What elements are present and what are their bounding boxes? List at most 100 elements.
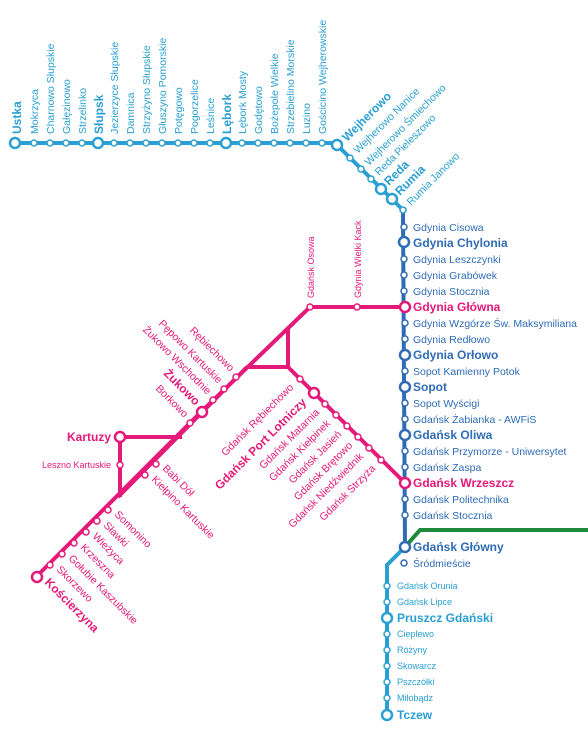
station-label-gdansk-osowa: Gdańsk Osowa [306, 236, 316, 298]
station-marker-jezierzyce-slupskie[interactable] [110, 139, 118, 147]
station-marker-strzyzyno-slupskie[interactable] [142, 139, 150, 147]
station-marker-babi-dol[interactable] [152, 460, 160, 468]
station-label-strzelinko: Strzelinko [77, 88, 89, 134]
station-marker-gdansk-zaspa[interactable] [401, 463, 409, 471]
station-marker-skowarcz[interactable] [383, 662, 391, 670]
station-label-gluszyno-pomorskie: Głuszyno Pomorskie [157, 38, 169, 134]
station-label-slupsk: Słupsk [92, 94, 106, 134]
station-marker-lebork-mosty[interactable] [238, 139, 246, 147]
station-marker-wejherowo-nanice[interactable] [346, 154, 354, 162]
station-marker-wejherowo[interactable] [330, 138, 344, 152]
station-marker-rebiechowo[interactable] [232, 373, 240, 381]
station-marker-tczew[interactable] [380, 708, 394, 722]
station-marker-luzino[interactable] [302, 139, 310, 147]
line-light-blue-top [15, 141, 405, 212]
station-marker-sopot[interactable] [398, 380, 412, 394]
station-marker-kartuzy[interactable] [113, 430, 127, 444]
station-marker-charnowo-slupskie[interactable] [46, 139, 54, 147]
station-marker-gdynia-grabowek[interactable] [400, 271, 408, 279]
station-marker-gdynia-wzgorze[interactable] [401, 319, 409, 327]
station-marker-srodmiescie[interactable] [400, 559, 408, 567]
station-marker-gdansk-oliwa[interactable] [398, 428, 412, 442]
station-label-gdansk-oliwa: Gdańsk Oliwa [413, 428, 493, 442]
station-marker-kielpino-kartuskie[interactable] [141, 471, 149, 479]
station-marker-cieplewo[interactable] [383, 630, 391, 638]
station-marker-gdansk-rebiechowo[interactable] [296, 375, 304, 383]
station-marker-bozepole-wielkie[interactable] [270, 139, 278, 147]
station-marker-gdansk-kielpinek[interactable] [332, 411, 340, 419]
station-marker-gdansk-glowny[interactable] [398, 540, 412, 554]
station-marker-slupsk[interactable] [91, 136, 105, 150]
station-label-rozyny: Różyny [397, 645, 428, 655]
station-marker-rumia[interactable] [385, 192, 399, 206]
station-label-cieplewo: Cieplewo [397, 629, 434, 639]
station-marker-golubie-kaszubskie[interactable] [58, 550, 66, 558]
station-marker-gdansk-bretowo[interactable] [354, 433, 362, 441]
station-marker-borkowo[interactable] [186, 419, 194, 427]
station-marker-godetowo[interactable] [254, 139, 262, 147]
station-label-gdynia-cisowa: Gdynia Cisowa [413, 222, 484, 234]
station-marker-gdynia-leszczynki[interactable] [400, 255, 408, 263]
station-label-sopot-wyscigi: Sopot Wyścigi [413, 398, 479, 410]
station-marker-lesnice[interactable] [206, 139, 214, 147]
station-marker-pepowo-kartuskie[interactable] [220, 385, 228, 393]
station-marker-gdansk-stocznia[interactable] [401, 511, 409, 519]
diagonal-stations: Wejherowo Wejherowo Nanice Wejherowo Śmi… [330, 81, 462, 214]
station-marker-gdansk-strzyza[interactable] [377, 456, 385, 464]
station-label-lebork: Lębork [220, 94, 234, 134]
station-marker-sopot-wyscigi[interactable] [401, 399, 409, 407]
station-marker-gdynia-wielki-kack[interactable] [353, 303, 361, 311]
station-marker-gdynia-stocznia[interactable] [400, 287, 408, 295]
station-marker-gdansk-przymorze[interactable] [401, 447, 409, 455]
station-marker-gdynia-glowna[interactable] [398, 300, 412, 314]
station-marker-milobadz[interactable] [383, 694, 391, 702]
station-marker-gdansk-orunia[interactable] [383, 582, 391, 590]
station-marker-strzebielino-morskie[interactable] [286, 139, 294, 147]
station-marker-potegowo[interactable] [174, 139, 182, 147]
station-marker-lebork[interactable] [219, 136, 233, 150]
station-marker-gdansk-wrzeszcz[interactable] [398, 476, 412, 490]
station-marker-gdansk-politechnika[interactable] [401, 495, 409, 503]
station-marker-gdansk-niedzwiednik[interactable] [365, 444, 373, 452]
station-marker-gluszyno-pomorskie[interactable] [158, 139, 166, 147]
station-marker-somonino[interactable] [104, 506, 112, 514]
station-marker-leszno-kartuskie[interactable] [116, 461, 124, 469]
station-marker-zukowo[interactable] [195, 405, 209, 419]
station-marker-damnica[interactable] [126, 139, 134, 147]
station-marker-sopot-kamienny-potok[interactable] [401, 367, 409, 375]
station-marker-reda-pieleszowo[interactable] [367, 175, 375, 183]
station-label-charnowo-slupskie: Charnowo Słupskie [45, 43, 57, 134]
station-marker-rumia-janowo[interactable] [399, 206, 407, 214]
station-marker-pruszcz-gdanski[interactable] [380, 611, 394, 625]
station-marker-wiezyca[interactable] [82, 528, 90, 536]
station-marker-zukowo-wschodnie[interactable] [209, 396, 217, 404]
station-marker-gdansk-port-lotniczy[interactable] [307, 386, 321, 400]
station-marker-koscierzyna[interactable] [30, 570, 44, 584]
station-marker-pogorzelice[interactable] [190, 139, 198, 147]
station-label-strzyzyno-slupskie: Strzyżyno Słupskie [141, 45, 153, 134]
station-marker-strzelinko[interactable] [78, 139, 86, 147]
station-marker-wejherowo-smiechowo[interactable] [357, 165, 365, 173]
station-marker-krzeszna[interactable] [70, 539, 78, 547]
station-marker-pszczolki[interactable] [383, 678, 391, 686]
station-marker-rozyny[interactable] [383, 646, 391, 654]
station-marker-skorzewo[interactable] [46, 561, 54, 569]
station-label-gdansk-zaspa: Gdańsk Zaspa [413, 462, 481, 474]
station-marker-mokrzyca[interactable] [30, 139, 38, 147]
station-marker-gdynia-chylonia[interactable] [397, 235, 411, 249]
station-marker-gdansk-zabianka[interactable] [401, 415, 409, 423]
station-marker-gdynia-redlowo[interactable] [401, 335, 409, 343]
station-marker-gdansk-jasien[interactable] [343, 422, 351, 430]
station-label-gdansk-stocznia: Gdańsk Stocznia [413, 510, 493, 522]
station-marker-reda[interactable] [374, 182, 388, 196]
station-marker-gdansk-matarnia[interactable] [321, 400, 329, 408]
station-marker-gdynia-cisowa[interactable] [400, 223, 408, 231]
station-label-gdynia-orlowo: Gdynia Orłowo [413, 348, 498, 362]
station-marker-gdynia-orlowo[interactable] [398, 348, 412, 362]
station-marker-gleznowo[interactable] [62, 139, 70, 147]
station-marker-goscicino-wejherowskie[interactable] [318, 139, 326, 147]
station-marker-gdansk-lipce[interactable] [383, 598, 391, 606]
station-marker-ustka[interactable] [8, 136, 22, 150]
station-marker-gdansk-osowa[interactable] [306, 303, 314, 311]
station-marker-slawki[interactable] [93, 517, 101, 525]
